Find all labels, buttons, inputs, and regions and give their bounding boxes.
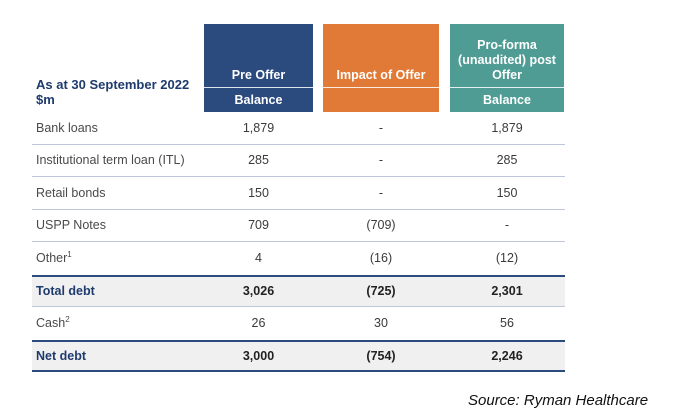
- footnote-marker: 2: [65, 315, 70, 325]
- pro-forma-sub: Balance: [450, 87, 564, 112]
- row-label: Total debt: [36, 284, 95, 299]
- column-header-pro-forma: Pro-forma (unaudited) post Offer Balance: [450, 24, 564, 112]
- header-label: As at 30 September 2022 $m: [36, 77, 206, 107]
- table-header: As at 30 September 2022 $m Pre Offer Bal…: [32, 22, 565, 112]
- impact-value: (754): [366, 348, 396, 363]
- pro-forma-value: 2,246: [491, 348, 523, 363]
- pre-offer-value: 1,879: [242, 120, 275, 135]
- pre-offer-sub: Balance: [204, 87, 313, 112]
- table-row: Institutional term loan (ITL) 285 - 285: [32, 145, 565, 177]
- row-label: Retail bonds: [36, 185, 106, 200]
- footnote-marker: 1: [67, 250, 72, 260]
- column-header-pre-offer: Pre Offer Balance: [204, 24, 313, 112]
- pro-forma-value: 2,301: [491, 284, 523, 299]
- impact-sub: [323, 87, 439, 112]
- pre-offer-value: 150: [248, 185, 269, 200]
- pro-forma-title: Pro-forma (unaudited) post Offer: [450, 24, 564, 87]
- column-header-impact: Impact of Offer: [323, 24, 439, 112]
- pro-forma-value: -: [504, 218, 510, 233]
- pre-offer-value: 285: [248, 153, 269, 168]
- total-debt-row: Total debt 3,026 (725) 2,301: [32, 274, 565, 307]
- row-label: Bank loans: [36, 120, 98, 135]
- pre-offer-value: 26: [251, 316, 266, 331]
- pre-offer-value: 4: [255, 251, 262, 266]
- source-note: Source: Ryman Healthcare: [468, 392, 649, 409]
- pre-offer-value: 3,026: [242, 284, 275, 299]
- net-debt-row: Net debt 3,000 (754) 2,246: [32, 339, 565, 372]
- impact-value: (709): [366, 218, 396, 233]
- impact-value: (16): [369, 251, 393, 266]
- pre-offer-value: 709: [248, 218, 269, 233]
- header-unit-label: $m: [36, 92, 55, 107]
- table-row: Other1 4 (16) (12): [32, 242, 565, 275]
- row-label: Cash2: [36, 315, 70, 331]
- pre-offer-title: Pre Offer: [204, 24, 313, 87]
- pro-forma-value: (12): [495, 251, 519, 266]
- pro-forma-value: 150: [496, 185, 518, 200]
- impact-value: -: [378, 153, 384, 168]
- table-row-cash: Cash2 26 30 56: [32, 307, 565, 340]
- header-date-label: As at 30 September 2022: [36, 77, 190, 92]
- row-label: Institutional term loan (ITL): [36, 153, 185, 168]
- impact-title: Impact of Offer: [323, 24, 439, 87]
- debt-table: As at 30 September 2022 $m Pre Offer Bal…: [32, 22, 565, 372]
- row-label: Net debt: [36, 348, 86, 363]
- table-row: USPP Notes 709 (709) -: [32, 210, 565, 242]
- impact-value: -: [378, 185, 384, 200]
- pre-offer-value: 3,000: [242, 348, 275, 363]
- impact-value: -: [378, 120, 384, 135]
- row-label: Other1: [36, 250, 72, 266]
- table-row: Retail bonds 150 - 150: [32, 177, 565, 210]
- pro-forma-value: 1,879: [491, 120, 523, 135]
- pro-forma-value: 285: [496, 153, 518, 168]
- pro-forma-value: 56: [500, 316, 514, 331]
- impact-value: (725): [366, 284, 396, 299]
- row-label: USPP Notes: [36, 218, 106, 233]
- table-row: Bank loans 1,879 - 1,879: [32, 112, 565, 145]
- impact-value: 30: [374, 316, 388, 331]
